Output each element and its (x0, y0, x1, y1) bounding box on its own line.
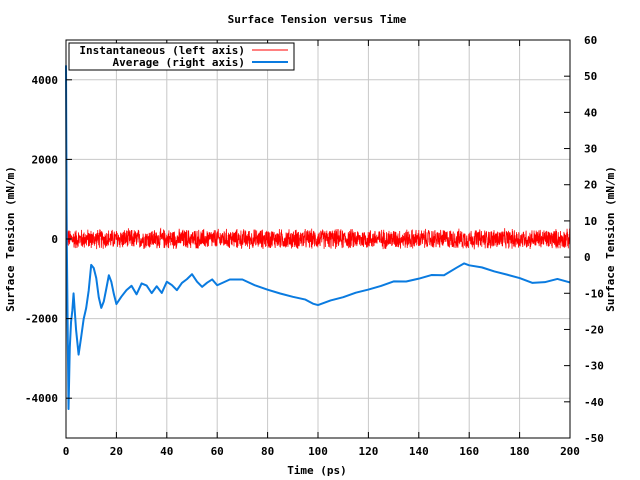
x-tick-label: 20 (110, 445, 123, 458)
y-right-tick-label: 10 (584, 215, 597, 228)
x-tick-label: 0 (63, 445, 70, 458)
legend: Instantaneous (left axis) Average (right… (68, 42, 295, 71)
series-layer (65, 59, 571, 411)
y-axis-left-label: Surface Tension (mN/m) (4, 166, 17, 312)
x-tick-label: 180 (510, 445, 530, 458)
chart-title: Surface Tension versus Time (228, 13, 407, 26)
y-right-tick-label: -50 (584, 432, 604, 445)
y-left-tick-label: -2000 (25, 313, 58, 326)
y-left-tick-label: 2000 (32, 153, 59, 166)
y-right-tick-label: 50 (584, 70, 597, 83)
series-instantaneous-line (65, 59, 571, 250)
y-right-tick-label: 60 (584, 34, 597, 47)
legend-label-average: Average (right axis) (113, 56, 245, 69)
y-right-tick-label: -30 (584, 360, 604, 373)
y-right-tick-label: -20 (584, 323, 604, 336)
y-right-tick-label: -40 (584, 396, 604, 409)
y-left-tick-label: -4000 (25, 392, 58, 405)
axis-ticks: 0 20 40 60 80 100 120 140 160 180 200-4000-2000020… (25, 34, 604, 458)
x-tick-label: 200 (560, 445, 580, 458)
y-right-tick-label: 40 (584, 106, 597, 119)
legend-box (68, 42, 295, 71)
y-axis-right-label: Surface Tension (mN/m) (604, 166, 617, 312)
x-tick-label: 140 (409, 445, 429, 458)
x-tick-label: 40 (160, 445, 173, 458)
legend-label-instantaneous: Instantaneous (left axis) (79, 44, 245, 57)
x-tick-label: 120 (358, 445, 378, 458)
y-right-tick-label: 0 (584, 251, 591, 264)
x-axis-label: Time (ps) (287, 464, 347, 477)
x-tick-label: 80 (261, 445, 274, 458)
y-right-tick-label: 20 (584, 179, 597, 192)
series-average-line (65, 65, 571, 411)
y-right-tick-label: 30 (584, 143, 597, 156)
x-tick-label: 60 (211, 445, 224, 458)
x-tick-label: 160 (459, 445, 479, 458)
y-right-tick-label: -10 (584, 287, 604, 300)
y-left-tick-label: 4000 (32, 74, 59, 87)
x-tick-label: 100 (308, 445, 328, 458)
y-left-tick-label: 0 (51, 233, 58, 246)
